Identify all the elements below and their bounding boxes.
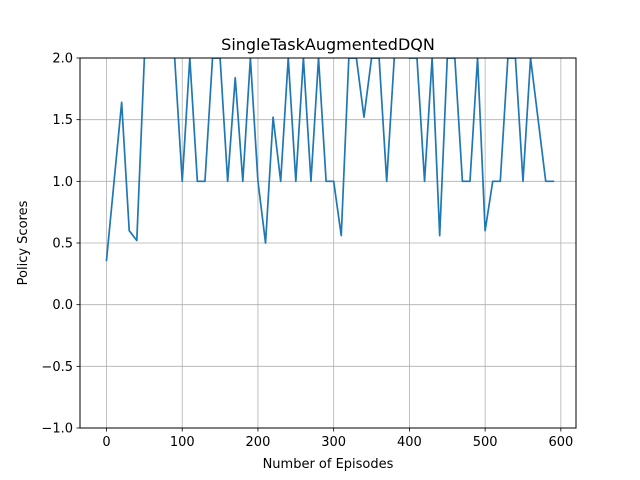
y-tick-label: 0.5 [52, 237, 73, 252]
y-tick-label: 1.0 [52, 175, 73, 190]
series-layer [105, 58, 555, 262]
x-axis: 0 100 200 300 400 500 600 [102, 428, 573, 450]
y-axis: −1.0 −0.5 0.0 0.5 1.0 1.5 2.0 [41, 52, 80, 437]
chart-title: SingleTaskAugmentedDQN [221, 35, 435, 54]
y-tick-label: 2.0 [52, 52, 73, 67]
y-tick-label: −0.5 [41, 360, 73, 375]
x-tick-label: 300 [321, 435, 346, 450]
series-line [105, 58, 555, 262]
y-tick-label: −1.0 [41, 422, 73, 437]
x-tick-label: 0 [102, 435, 110, 450]
y-tick-label: 0.0 [52, 298, 73, 313]
x-tick-label: 500 [473, 435, 498, 450]
x-axis-title: Number of Episodes [263, 457, 394, 472]
y-tick-label: 1.5 [52, 113, 73, 128]
x-tick-label: 100 [170, 435, 195, 450]
y-axis-title: Policy Scores [16, 200, 31, 285]
x-tick-label: 600 [548, 435, 573, 450]
x-tick-label: 200 [246, 435, 271, 450]
x-tick-label: 400 [397, 435, 422, 450]
